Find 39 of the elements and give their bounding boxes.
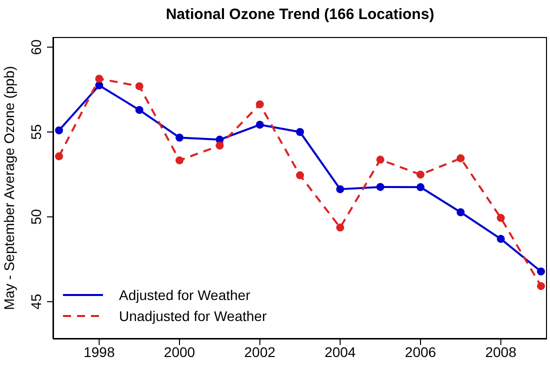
point [376, 156, 384, 164]
point [416, 183, 424, 192]
x-tick-label: 2004 [324, 344, 356, 360]
point [95, 74, 104, 83]
point [176, 134, 184, 142]
y-tick-label: 50 [28, 208, 44, 225]
point [456, 208, 465, 216]
point [416, 170, 424, 179]
point [296, 128, 304, 136]
point [336, 185, 344, 194]
x-tick-label: 2006 [404, 344, 436, 360]
point [135, 106, 144, 114]
y-tick-label: 45 [28, 294, 44, 310]
chart-title: National Ozone Trend (166 Locations) [164, 6, 436, 23]
point [216, 142, 224, 150]
x-tick-label: 2000 [164, 344, 196, 360]
point [536, 282, 545, 290]
point [135, 82, 144, 90]
legend-label: Unadjusted for Weather [119, 308, 267, 324]
y-axis-title: May - September Average Ozone (ppb) [1, 66, 17, 310]
point [536, 267, 545, 276]
point [256, 100, 264, 108]
x-tick-label: 2008 [485, 344, 517, 360]
point [496, 234, 505, 243]
point [456, 154, 465, 162]
point [55, 126, 64, 134]
x-tick-label: 1998 [84, 344, 115, 360]
point [496, 214, 505, 222]
y-tick-label: 55 [28, 124, 44, 140]
legend-label: Adjusted for Weather [119, 286, 250, 302]
point [95, 81, 104, 90]
x-tick-label: 2002 [244, 344, 276, 360]
point [296, 171, 304, 180]
y-tick-label: 60 [28, 39, 44, 55]
point [376, 182, 384, 191]
point [55, 152, 64, 160]
point [336, 224, 344, 232]
point [176, 156, 184, 164]
point [256, 120, 264, 129]
